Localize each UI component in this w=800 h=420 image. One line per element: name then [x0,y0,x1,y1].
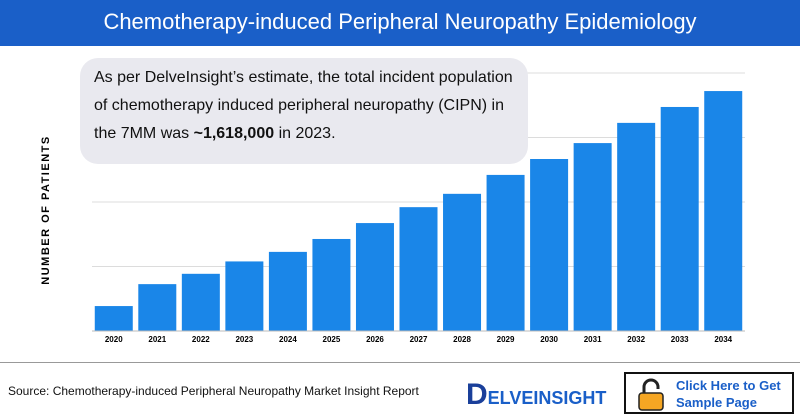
x-tick-label: 2021 [148,335,166,344]
logo: DELVEINSIGHT [466,378,606,412]
bar [355,223,394,331]
x-tick-label: 2024 [279,335,297,344]
x-tick-label: 2027 [410,335,428,344]
separator [0,362,800,363]
bar [94,306,133,331]
bar [181,273,220,331]
button-text[interactable]: Click Here to Get Sample Page [676,378,781,410]
bar [573,143,612,331]
bar [399,207,438,331]
x-tick-label: 2022 [192,335,210,344]
bar [660,106,699,331]
annotation: As per DelveInsight’s estimate, the tota… [80,58,528,164]
x-tick-label: 2032 [627,335,645,344]
logo-initial: D [466,378,488,411]
x-tick-label: 2031 [584,335,602,344]
bar [312,238,351,331]
logo-text: ELVEINSIGHT [487,388,607,408]
annotation-text: in 2023. [274,125,336,142]
y-axis-label: NUMBER OF PATIENTS [40,135,52,284]
bar [443,193,482,331]
x-tick-label: 2028 [453,335,471,344]
x-tick-label: 2023 [235,335,253,344]
bar [530,159,569,331]
bar [617,122,656,331]
x-tick-label: 2025 [323,335,341,344]
x-tick-label: 2034 [714,335,732,344]
bar [486,174,525,331]
x-tick-label: 2020 [105,335,123,344]
bar [268,251,307,331]
bar [225,261,264,331]
header-title: Chemotherapy-induced Peripheral Neuropat… [0,0,800,46]
sample-button[interactable]: Click Here to Get Sample Page [624,372,794,414]
x-tick-label: 2029 [497,335,515,344]
bar [138,284,177,331]
x-tick-label: 2033 [671,335,689,344]
lock-icon [638,378,664,411]
chart: NUMBER OF PATIENTS 2020 2021 2022 2023 2024 20… [40,72,745,344]
annotation-text: As per DelveInsight’s estimate, the tota… [94,69,513,142]
source: Source: Chemotherapy-induced Peripheral … [8,384,419,398]
x-tick-label: 2026 [366,335,384,344]
x-tick-label: 2030 [540,335,558,344]
annotation-highlight: ~1,618,000 [193,125,275,142]
bar [704,91,743,331]
